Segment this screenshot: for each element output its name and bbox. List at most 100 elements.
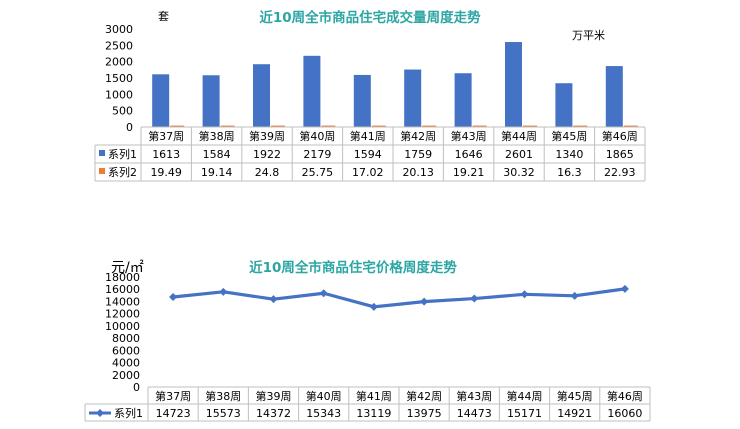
volume-bars (152, 42, 638, 128)
y-tick-label: 4000 (112, 357, 140, 370)
x-tick-label: 第46周 (607, 389, 643, 403)
data-label-series1: 1922 (253, 148, 281, 161)
series1-point (420, 297, 429, 306)
series1-point (570, 291, 579, 300)
x-tick-label: 第44周 (501, 129, 537, 143)
bar-series2 (371, 125, 386, 127)
data-label-series1: 15171 (507, 407, 542, 420)
data-label-series2: 19.14 (201, 166, 233, 179)
bar-series1 (303, 55, 321, 127)
series1-point (520, 290, 529, 299)
data-label-series1: 14921 (557, 407, 592, 420)
x-tick-label: 第44周 (507, 389, 543, 403)
legend-series1: 系列1 (114, 406, 143, 420)
x-tick-label: 第45周 (551, 129, 587, 143)
data-label-series2: 22.93 (604, 166, 636, 179)
price-line (169, 284, 629, 311)
volume-right-axis-unit: 万平米 (572, 29, 605, 42)
x-tick-label: 第39周 (256, 389, 292, 403)
data-label-series1: 1594 (354, 148, 382, 161)
data-label-series2: 30.32 (503, 166, 535, 179)
x-tick-label: 第41周 (356, 389, 392, 403)
y-tick-label: 8000 (112, 332, 140, 345)
bar-series2 (271, 125, 285, 127)
bar-series2 (623, 125, 638, 127)
bar-series2 (321, 125, 336, 127)
x-tick-label: 第42周 (400, 129, 436, 143)
data-label-series2: 25.75 (302, 166, 334, 179)
data-label-series1: 14372 (256, 407, 291, 420)
y-tick-label: 6000 (112, 344, 140, 357)
y-tick-label: 0 (126, 121, 133, 134)
y-tick-label: 2000 (112, 369, 140, 382)
data-label-series1: 1646 (455, 148, 483, 161)
series1-point (470, 294, 479, 303)
bar-series1 (152, 74, 170, 127)
data-label-series2: 16.3 (557, 166, 582, 179)
bar-series1 (353, 74, 371, 127)
price-y-axis: 0200040006000800010000120001400016000180… (105, 271, 140, 394)
data-label-series2: 19.49 (150, 166, 182, 179)
bar-series2 (170, 125, 185, 127)
series1-point (269, 295, 278, 304)
bar-series1 (454, 73, 472, 127)
data-label-series1: 1613 (152, 148, 180, 161)
y-tick-label: 16000 (105, 283, 140, 296)
series1-point (369, 302, 378, 311)
x-tick-label: 第41周 (350, 129, 386, 143)
legend-key-series2 (99, 168, 105, 174)
x-tick-label: 第39周 (249, 129, 285, 143)
y-tick-label: 10000 (105, 320, 140, 333)
x-tick-label: 第45周 (557, 389, 593, 403)
bar-series1 (253, 64, 270, 127)
bar-series2 (523, 125, 537, 127)
x-tick-label: 第38周 (199, 129, 235, 143)
series1-line (172, 287, 626, 309)
bar-series2 (220, 125, 235, 127)
data-label-series1: 15573 (206, 407, 241, 420)
bar-series1 (202, 75, 220, 127)
bar-series2 (573, 125, 588, 127)
bar-series1 (555, 83, 573, 127)
data-label-series1: 2179 (303, 148, 331, 161)
y-tick-label: 2000 (105, 56, 133, 69)
data-label-series1: 13975 (407, 407, 442, 420)
volume-data-table: 第37周 1613 19.49 第38周 1584 19.14 第39周 1922 24.8 第4… (94, 126, 646, 182)
data-label-series1: 1340 (555, 148, 583, 161)
x-tick-label: 第43周 (451, 129, 487, 143)
series1-point (620, 284, 629, 293)
bar-series1 (404, 69, 422, 127)
bar-series2 (422, 125, 437, 127)
data-label-series1: 2601 (505, 148, 533, 161)
data-label-series1: 14473 (457, 407, 492, 420)
data-label-series2: 17.02 (352, 166, 384, 179)
x-tick-label: 第43周 (456, 389, 492, 403)
legend-series1: 系列1 (108, 147, 137, 161)
legend-key-series1 (99, 150, 105, 156)
bar-series1 (505, 42, 522, 128)
data-label-series1: 15343 (306, 407, 341, 420)
data-label-series1: 14723 (156, 407, 191, 420)
legend-series2: 系列2 (108, 165, 137, 179)
y-tick-label: 1000 (105, 88, 133, 101)
series1-point (169, 293, 178, 302)
volume-left-axis-unit: 套 (158, 10, 169, 23)
series1-point (219, 287, 228, 296)
y-tick-label: 2500 (105, 39, 133, 52)
x-tick-label: 第42周 (406, 389, 442, 403)
y-tick-label: 18000 (105, 271, 140, 284)
legend-key-marker (96, 409, 104, 417)
data-label-series2: 24.8 (255, 166, 280, 179)
x-tick-label: 第46周 (602, 129, 638, 143)
data-label-series2: 19.21 (453, 166, 485, 179)
volume-chart: 近10周全市商品住宅成交量周度走势 套 万平米 0 500 1000 1500 2000… (94, 9, 646, 182)
series1-point (319, 289, 328, 298)
x-tick-label: 第37周 (148, 129, 184, 143)
bar-series2 (472, 125, 487, 127)
x-tick-label: 第40周 (299, 129, 335, 143)
data-label-series1: 1759 (404, 148, 432, 161)
y-tick-label: 500 (112, 105, 133, 118)
x-tick-label: 第38周 (205, 389, 241, 403)
bar-series1 (605, 66, 623, 127)
